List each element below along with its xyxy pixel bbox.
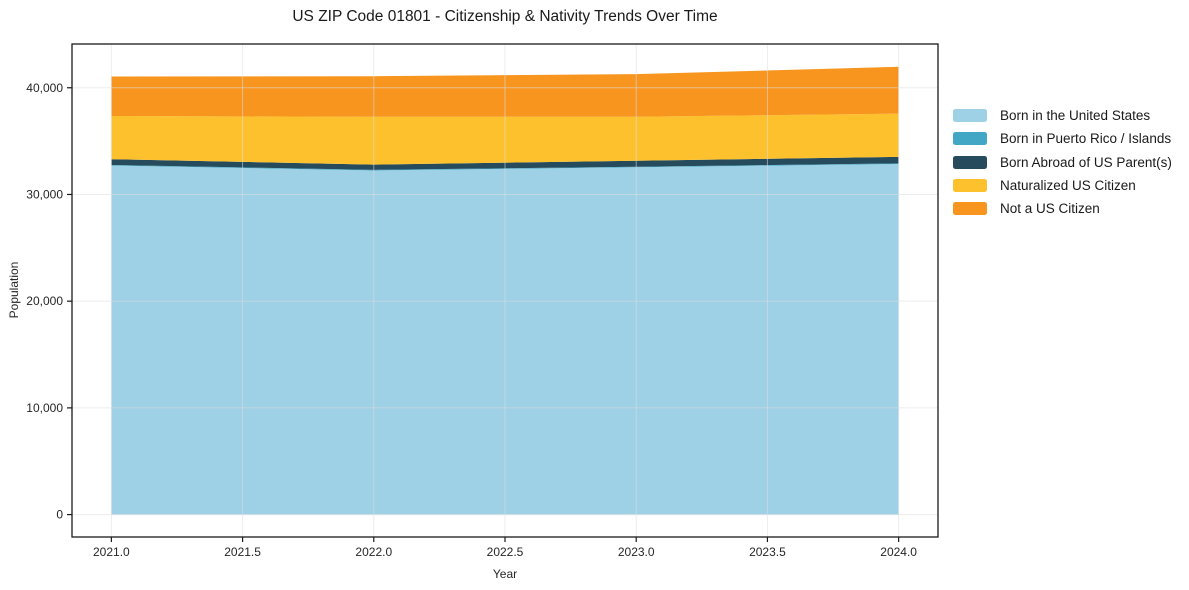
legend-swatch-icon [953, 155, 987, 169]
y-tick-label: 20,000 [26, 294, 63, 308]
legend-swatch-icon [953, 202, 987, 216]
chart-legend: Born in the United States Born in Puerto … [953, 104, 1172, 220]
area-series-1 [111, 163, 899, 171]
legend-item-3: Naturalized US Citizen [953, 174, 1172, 197]
y-tick-label: 0 [56, 508, 63, 522]
x-tick-label: 2022.0 [355, 545, 392, 559]
legend-swatch-icon [953, 109, 987, 123]
legend-label: Born in the United States [1000, 108, 1151, 124]
x-tick-label: 2021.5 [224, 545, 261, 559]
legend-item-1: Born in Puerto Rico / Islands [953, 127, 1172, 150]
x-tick-label: 2024.0 [880, 545, 917, 559]
y-tick-label: 10,000 [26, 401, 63, 415]
x-tick-label: 2021.0 [93, 545, 130, 559]
chart-title: US ZIP Code 01801 - Citizenship & Nativi… [292, 8, 718, 25]
y-tick-label: 40,000 [26, 81, 63, 95]
legend-swatch-icon [953, 179, 987, 193]
legend-item-2: Born Abroad of US Parent(s) [953, 151, 1172, 174]
legend-swatch-icon [953, 132, 987, 146]
legend-item-4: Not a US Citizen [953, 197, 1172, 220]
legend-label: Not a US Citizen [1000, 201, 1100, 217]
legend-label: Naturalized US Citizen [1000, 178, 1136, 194]
legend-item-0: Born in the United States [953, 104, 1172, 127]
x-axis-label: Year [492, 567, 518, 581]
y-axis-label: Population [7, 261, 21, 319]
legend-label: Born in Puerto Rico / Islands [1000, 131, 1172, 147]
x-tick-label: 2023.5 [749, 545, 786, 559]
y-tick-label: 30,000 [26, 187, 63, 201]
x-tick-label: 2023.0 [618, 545, 655, 559]
x-tick-label: 2022.5 [487, 545, 524, 559]
legend-label: Born Abroad of US Parent(s) [1000, 154, 1172, 170]
